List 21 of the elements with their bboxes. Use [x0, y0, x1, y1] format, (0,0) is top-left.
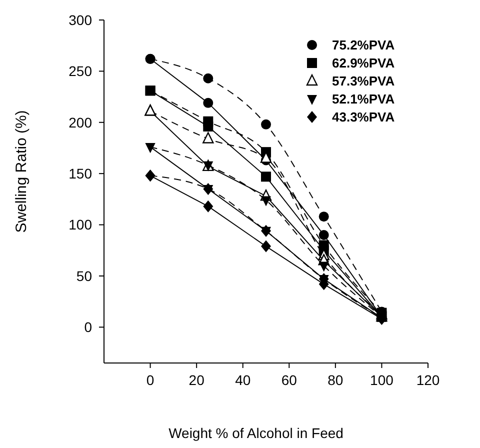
y-tick-label: 200 — [68, 114, 92, 130]
x-tick-label: 60 — [281, 372, 298, 388]
y-tick-label: 0 — [84, 319, 92, 336]
y-tick-label: 50 — [76, 268, 92, 284]
x-tick-label: 20 — [188, 372, 205, 388]
x-tick-label: 40 — [235, 372, 251, 388]
legend-label: 57.3%PVA — [332, 74, 396, 89]
x-axis-title: Weight % of Alcohol in Feed — [168, 425, 344, 441]
legend-label: 43.3%PVA — [332, 110, 396, 125]
x-tick-label: 80 — [328, 372, 344, 388]
y-tick-label: 150 — [68, 165, 92, 182]
legend-label: 62.9%PVA — [332, 56, 396, 71]
x-tick-label: 0 — [146, 372, 154, 388]
y-axis-title: Swelling Ratio (%) — [13, 110, 30, 233]
x-tick-label: 120 — [416, 372, 440, 388]
y-tick-label: 100 — [68, 216, 92, 233]
y-tick-label: 300 — [68, 12, 92, 28]
x-tick-label: 100 — [370, 372, 394, 388]
legend-label: 75.2%PVA — [332, 38, 396, 53]
legend-label: 52.1%PVA — [332, 92, 396, 107]
y-tick-label: 250 — [68, 63, 92, 80]
